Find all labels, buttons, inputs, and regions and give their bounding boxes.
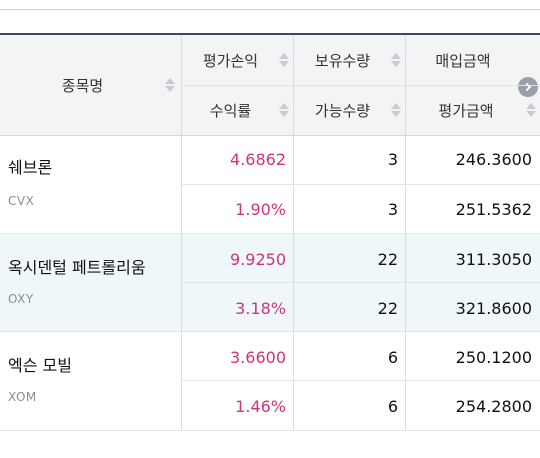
top-divider — [0, 9, 540, 10]
header-eval-label: 평가금액 — [438, 101, 494, 120]
stock-name: 쉐브론 — [8, 158, 53, 177]
header-avail[interactable]: 가능수량 — [294, 85, 405, 135]
stock-ticker: OXY — [8, 292, 34, 306]
header-name-col[interactable]: 종목명 — [0, 35, 181, 135]
row-divider — [0, 331, 540, 332]
valuation-amount: 251.5362 — [455, 200, 532, 219]
holding-qty: 6 — [387, 348, 398, 367]
profit-loss: 3.6600 — [230, 348, 286, 367]
chevron-right-icon[interactable] — [518, 77, 538, 97]
header-divider — [182, 85, 540, 86]
header-rate-label: 수익률 — [209, 101, 252, 120]
row-inner-divider — [182, 184, 540, 185]
header-rate[interactable]: 수익률 — [182, 85, 293, 135]
return-rate: 1.46% — [235, 397, 286, 416]
table-row[interactable]: 옥시덴털 페트롤리움 OXY 9.9250 3.18% 22 22 311.30… — [0, 234, 540, 332]
top-bar — [0, 0, 540, 35]
header-avail-label: 가능수량 — [314, 101, 371, 120]
header-qty-label: 보유수량 — [314, 51, 371, 70]
available-qty: 6 — [387, 397, 398, 416]
holding-qty: 3 — [387, 150, 398, 169]
stock-ticker: XOM — [8, 390, 37, 404]
row-inner-divider — [182, 282, 540, 283]
header-eval[interactable]: 평가금액 — [406, 85, 540, 135]
stock-ticker: CVX — [8, 194, 35, 208]
row-divider — [0, 233, 540, 234]
header-buy[interactable]: 매입금액 — [406, 35, 540, 85]
return-rate: 3.18% — [235, 299, 286, 318]
header-qty[interactable]: 보유수량 — [294, 35, 405, 85]
available-qty: 22 — [377, 299, 398, 318]
stock-name: 옥시덴털 페트롤리움 — [8, 258, 146, 277]
header-bottom-border — [0, 135, 540, 136]
available-qty: 3 — [387, 200, 398, 219]
sort-updown-icon[interactable] — [526, 102, 536, 118]
valuation-amount: 254.2800 — [455, 397, 532, 416]
sort-updown-icon[interactable] — [391, 52, 401, 68]
profit-loss: 4.6862 — [230, 150, 286, 169]
stock-name: 엑슨 모빌 — [8, 356, 72, 375]
purchase-amount: 246.3600 — [455, 150, 532, 169]
holding-qty: 22 — [377, 250, 398, 269]
valuation-amount: 321.8600 — [455, 299, 532, 318]
sort-updown-icon[interactable] — [279, 102, 289, 118]
purchase-amount: 250.1200 — [455, 348, 532, 367]
sort-updown-icon[interactable] — [279, 52, 289, 68]
table-bottom-border — [0, 430, 540, 431]
header-buy-label: 매입금액 — [435, 51, 491, 70]
header-name-label: 종목명 — [61, 76, 104, 95]
row-inner-divider — [182, 380, 540, 381]
header-pl[interactable]: 평가손익 — [182, 35, 293, 85]
profit-loss: 9.9250 — [230, 250, 286, 269]
return-rate: 1.90% — [235, 200, 286, 219]
sort-updown-icon[interactable] — [165, 77, 175, 93]
header-pl-label: 평가손익 — [202, 51, 259, 70]
table-row[interactable]: 엑슨 모빌 XOM 3.6600 1.46% 6 6 250.1200 254.… — [0, 332, 540, 430]
sort-updown-icon[interactable] — [391, 102, 401, 118]
purchase-amount: 311.3050 — [455, 250, 532, 269]
table-top-border — [0, 33, 540, 35]
table-row[interactable]: 쉐브론 CVX 4.6862 1.90% 3 3 246.3600 251.53… — [0, 136, 540, 234]
